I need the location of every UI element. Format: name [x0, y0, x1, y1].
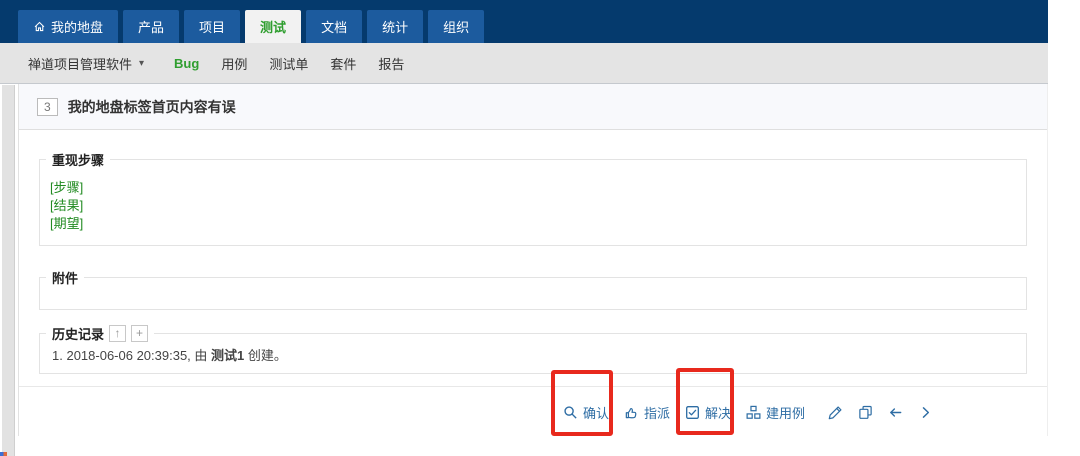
tab-report[interactable]: 统计	[367, 10, 424, 43]
product-switcher[interactable]: 禅道项目管理软件 ▾	[28, 54, 144, 73]
attachments-section: 附件	[39, 268, 1027, 310]
bug-title-bar: 3 我的地盘标签首页内容有误	[19, 84, 1047, 130]
caret-down-icon: ▾	[139, 57, 145, 69]
tab-label: 组织	[443, 20, 470, 35]
tab-project[interactable]: 项目	[184, 10, 241, 43]
history-add-comment-button[interactable]: +	[131, 325, 149, 342]
tab-label: 测试	[260, 20, 287, 35]
subnav-item-testtask[interactable]: 测试单	[269, 56, 309, 72]
tab-my-dashboard[interactable]: 我的地盘	[18, 10, 119, 43]
chevron-right-icon	[918, 405, 933, 420]
action-label: 建用例	[766, 406, 806, 421]
tab-label: 产品	[138, 20, 165, 35]
history-entry: 1. 2018-06-06 20:39:35, 由 测试1 创建。	[52, 347, 1026, 365]
result-line: [结果]	[50, 198, 84, 213]
left-gutter	[2, 85, 15, 456]
attachments-legend: 附件	[52, 271, 79, 286]
previous-bug-button[interactable]	[888, 405, 903, 420]
subnav-item-report[interactable]: 报告	[378, 56, 405, 72]
pencil-icon	[828, 405, 843, 420]
main-navbar: 我的地盘 产品 项目 测试 文档 统计 组织	[0, 0, 1048, 43]
action-label: 指派	[643, 406, 670, 421]
repro-steps-section: 重现步骤 [步骤] [结果] [期望]	[39, 150, 1027, 246]
tab-label: 项目	[199, 20, 226, 35]
product-switcher-label: 禅道项目管理软件	[28, 56, 133, 72]
annotation-box-resolve	[676, 368, 735, 435]
history-entry-actor: 测试1	[211, 348, 245, 363]
resolve-bug-button[interactable]: 解决	[676, 368, 735, 435]
assign-bug-button[interactable]: 指派	[624, 403, 670, 422]
subnav-item-suite[interactable]: 套件	[330, 56, 357, 72]
create-case-button[interactable]: 建用例	[746, 403, 805, 422]
corner-artifact	[0, 452, 7, 456]
tab-label: 统计	[382, 20, 409, 35]
arrow-left-icon	[888, 405, 903, 420]
steps-line: [步骤]	[50, 180, 84, 195]
tab-label: 文档	[321, 20, 348, 35]
action-label: 确认	[582, 406, 609, 421]
thumb-icon	[624, 405, 639, 420]
module-subnav: 禅道项目管理软件 ▾ Bug 用例 测试单 套件 报告	[0, 43, 1048, 84]
history-collapse-button[interactable]: ↑	[109, 325, 127, 342]
confirm-bug-button[interactable]: 确认	[550, 370, 613, 436]
history-legend: 历史记录	[52, 327, 105, 342]
tab-doc[interactable]: 文档	[306, 10, 363, 43]
repro-steps-legend: 重现步骤	[52, 153, 105, 168]
next-bug-button[interactable]	[918, 405, 933, 420]
attachments-empty-body	[40, 287, 1026, 309]
copy-bug-button[interactable]	[858, 405, 873, 420]
subnav-item-case[interactable]: 用例	[221, 56, 248, 72]
expect-line: [期望]	[50, 216, 84, 231]
history-section: 历史记录 ↑ + 1. 2018-06-06 20:39:35, 由 测试1 创…	[39, 324, 1027, 374]
tab-qa[interactable]: 测试	[245, 10, 302, 43]
home-icon	[33, 20, 46, 33]
copy-icon	[858, 405, 873, 420]
checkbox-icon	[685, 405, 700, 420]
tab-org[interactable]: 组织	[428, 10, 485, 43]
search-icon	[563, 405, 578, 420]
sitemap-icon	[746, 405, 761, 420]
bug-detail-panel: 3 我的地盘标签首页内容有误 重现步骤 [步骤] [结果] [期望] 附件 历史…	[18, 84, 1048, 436]
history-entry-text: 2018-06-06 20:39:35, 由	[66, 348, 208, 363]
tab-product[interactable]: 产品	[123, 10, 180, 43]
history-entry-index: 1.	[52, 348, 63, 363]
history-entry-action: 创建。	[247, 348, 287, 363]
action-toolbar: 确认 指派	[19, 368, 1047, 436]
subnav-item-bug[interactable]: Bug	[174, 55, 200, 71]
tab-label: 我的地盘	[51, 20, 104, 35]
bug-id-badge: 3	[37, 97, 58, 116]
bug-title: 我的地盘标签首页内容有误	[67, 98, 236, 115]
edit-bug-button[interactable]	[828, 405, 843, 420]
action-label: 解决	[705, 406, 732, 421]
